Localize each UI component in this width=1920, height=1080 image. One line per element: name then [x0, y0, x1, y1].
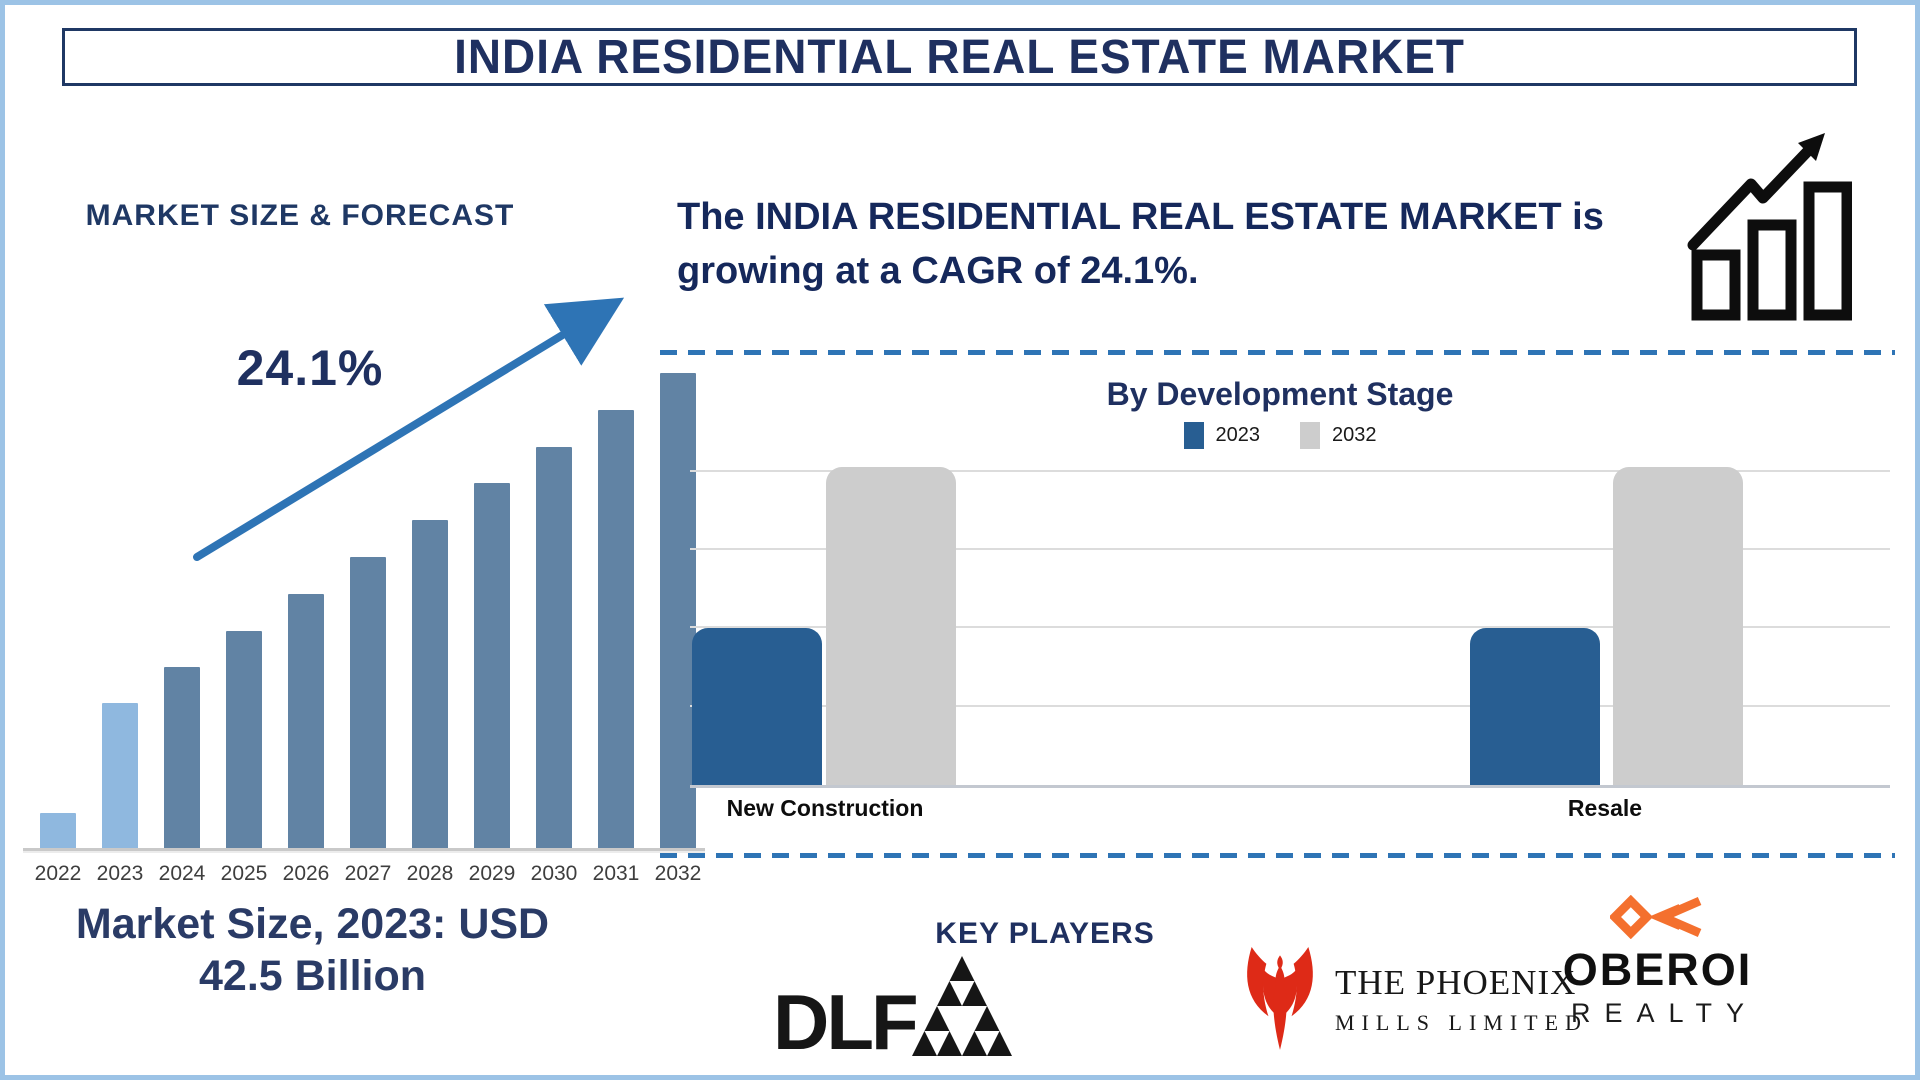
bar-2027	[350, 557, 386, 850]
market-size-caption-line1: Market Size, 2023: USD	[75, 900, 550, 948]
year-label-2027: 2027	[344, 862, 392, 885]
bar-2026	[288, 594, 324, 850]
market-size-bar-cell-2032: 2032	[647, 290, 709, 885]
year-label-2029: 2029	[468, 862, 516, 885]
market-size-bar-cell-2028: 2028	[399, 290, 461, 885]
bar-2025	[226, 631, 262, 850]
legend-swatch-2023	[1183, 422, 1204, 449]
market-size-caption: Market Size, 2023: USD 42.5 Billion	[15, 898, 610, 1003]
phoenix-logo-line2: MILLS LIMITED	[1335, 1010, 1588, 1035]
legend-item-2032: 2032	[1300, 422, 1377, 449]
legend-item-2023: 2023	[1183, 422, 1261, 449]
market-size-bar-cell-2031: 2031	[585, 290, 647, 885]
year-label-2032: 2032	[654, 862, 702, 885]
gridline	[690, 548, 1890, 550]
phoenix-mills-logo: THE PHOENIX MILLS LIMITED	[1243, 947, 1588, 1052]
gridline	[690, 626, 1890, 628]
development-stage-plot	[690, 460, 1890, 788]
bar-2022	[40, 813, 76, 850]
key-players-heading: KEY PLAYERS	[935, 917, 1155, 950]
development-stage-legend: 2023 2032	[665, 422, 1895, 449]
legend-label-2032: 2032	[1332, 424, 1377, 446]
gridline	[690, 705, 1890, 707]
year-label-2030: 2030	[530, 862, 578, 885]
dlf-logo-text: DLF	[773, 978, 919, 1067]
legend-label-2023: 2023	[1215, 424, 1261, 446]
dashed-divider-top	[660, 350, 1895, 355]
oberoi-realty-logo: OBEROI REALTY	[1530, 895, 1785, 1029]
market-size-bar-cell-2029: 2029	[461, 290, 523, 885]
market-size-bar-cell-2025: 2025	[213, 290, 275, 885]
market-size-bar-cell-2026: 2026	[275, 290, 337, 885]
dlf-logo: DLF	[773, 953, 1012, 1067]
year-label-2025: 2025	[220, 862, 268, 885]
dev-bar-2023-resale	[1470, 628, 1600, 785]
cagr-statement: The INDIA RESIDENTIAL REAL ESTATE MARKET…	[677, 196, 1604, 292]
dlf-triangle-icon	[911, 956, 1012, 1056]
dev-bar-2032-new-construction	[826, 467, 956, 785]
phoenix-logo-line1: THE PHOENIX	[1335, 963, 1577, 1002]
x-axis-line	[23, 848, 705, 851]
market-size-bar-cell-2022: 2022	[27, 290, 89, 885]
bar-2024	[164, 667, 200, 850]
bar-chart-rising-arrow-icon	[1687, 133, 1852, 321]
gridline	[690, 470, 1890, 472]
market-size-bar-cell-2024: 2024	[151, 290, 213, 885]
page-title: INDIA RESIDENTIAL REAL ESTATE MARKET	[454, 28, 1465, 84]
dev-bar-2023-new-construction	[692, 628, 822, 785]
bar-2028	[412, 520, 448, 850]
market-size-caption-line2: 42.5 Billion	[198, 952, 426, 1001]
title-banner: INDIA RESIDENTIAL REAL ESTATE MARKET	[62, 28, 1857, 86]
year-label-2031: 2031	[592, 862, 640, 885]
category-label-new-construction: New Construction	[726, 795, 924, 821]
year-label-2023: 2023	[96, 862, 144, 885]
cagr-value-label: 24.1%	[236, 340, 384, 396]
category-label-resale: Resale	[1567, 795, 1643, 821]
year-label-2028: 2028	[406, 862, 454, 885]
phoenix-logo-text: THE PHOENIX MILLS LIMITED	[1335, 963, 1588, 1036]
year-label-2026: 2026	[282, 862, 330, 885]
dashed-divider-bottom	[660, 853, 1895, 858]
market-size-bar-cell-2030: 2030	[523, 290, 585, 885]
market-size-forecast-chart: 2022 2023 2024 2025 2026 2027 2028 2029 2030 2031…	[27, 290, 711, 885]
development-stage-chart-title: By Development Stage	[1106, 376, 1454, 412]
oberoi-mark-icon	[1609, 895, 1701, 939]
year-label-2024: 2024	[158, 862, 206, 885]
bar-2029	[474, 483, 510, 850]
legend-swatch-2032	[1300, 422, 1320, 449]
dev-bar-2032-resale	[1613, 467, 1743, 785]
year-label-2022: 2022	[34, 862, 82, 885]
bar-2030	[536, 447, 572, 850]
phoenix-bird-icon	[1247, 947, 1313, 1050]
market-size-bar-cell-2027: 2027	[337, 290, 399, 885]
market-size-bar-cell-2023: 2023	[89, 290, 151, 885]
oberoi-logo-line2: REALTY	[1570, 998, 1759, 1028]
growth-trend-arrow	[193, 297, 625, 561]
oberoi-logo-line1: OBEROI	[1562, 944, 1753, 995]
bar-2032	[660, 373, 696, 850]
bar-2031	[598, 410, 634, 850]
market-size-forecast-heading: MARKET SIZE & FORECAST	[85, 199, 515, 232]
market-size-bars: 2022 2023 2024 2025 2026 2027 2028 2029 2030 2031…	[27, 290, 711, 885]
bar-2023	[102, 703, 138, 850]
